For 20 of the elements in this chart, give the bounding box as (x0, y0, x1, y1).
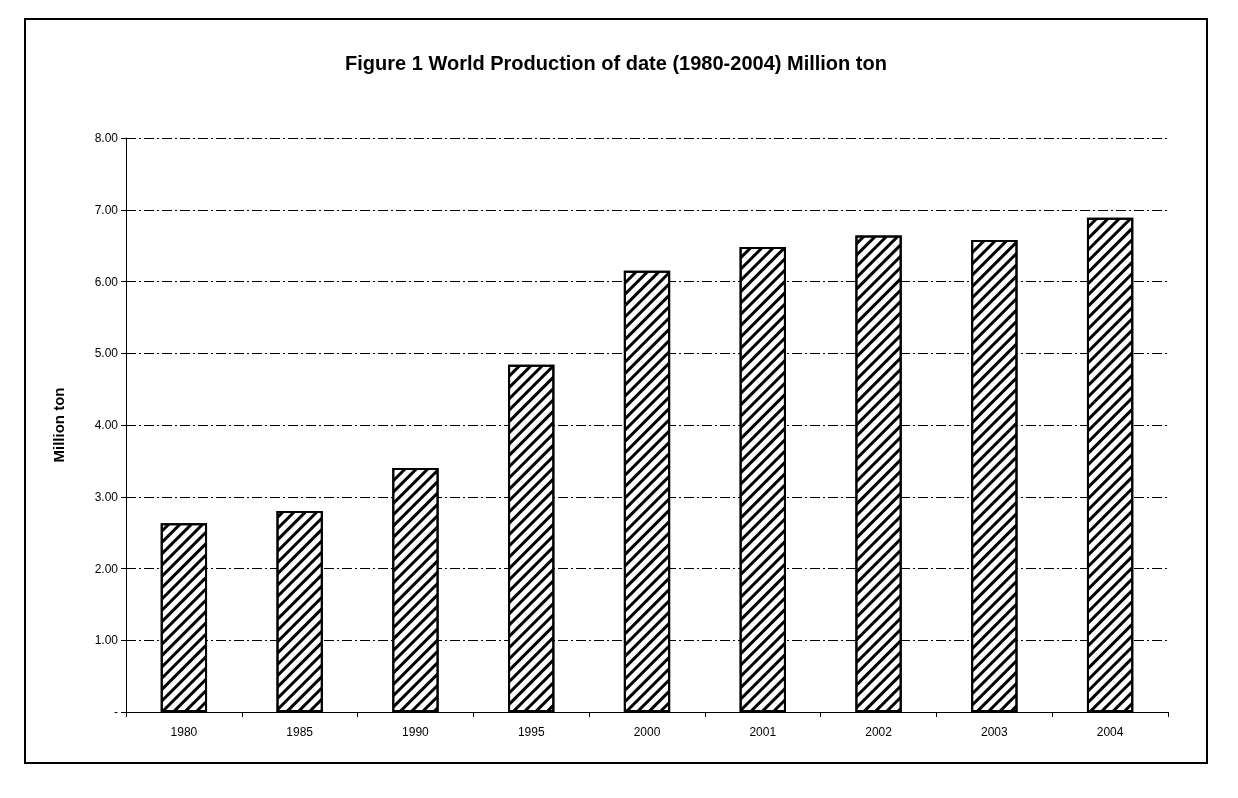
x-tick-label: 2004 (1096, 725, 1124, 739)
x-tick-label: 1980 (170, 725, 198, 739)
y-tick-label: - (114, 705, 118, 719)
x-tick-label: 1995 (517, 725, 545, 739)
y-tick-label: 2.00 (94, 561, 119, 576)
y-axis-title: Million ton (50, 387, 67, 463)
y-tick-label: 8.00 (94, 131, 119, 145)
x-tick-label: 2001 (749, 725, 777, 739)
x-tick-label: 2003 (980, 725, 1008, 739)
y-tick-label: 4.00 (94, 418, 119, 432)
y-tick-label: 5.00 (94, 346, 119, 361)
x-tick-label: 2002 (865, 725, 893, 739)
x-tick-label: 1990 (402, 725, 430, 739)
x-tick-label: 1985 (286, 725, 314, 739)
y-tick-label: 3.00 (94, 489, 119, 504)
chart-title: Figure 1 World Production of date (1980-2004) Million ton (345, 52, 887, 74)
y-tick-label: 7.00 (94, 202, 119, 217)
y-tick-label: 6.00 (94, 274, 119, 289)
y-tick-label: 1.00 (94, 633, 119, 648)
x-tick-label: 2000 (633, 725, 661, 739)
